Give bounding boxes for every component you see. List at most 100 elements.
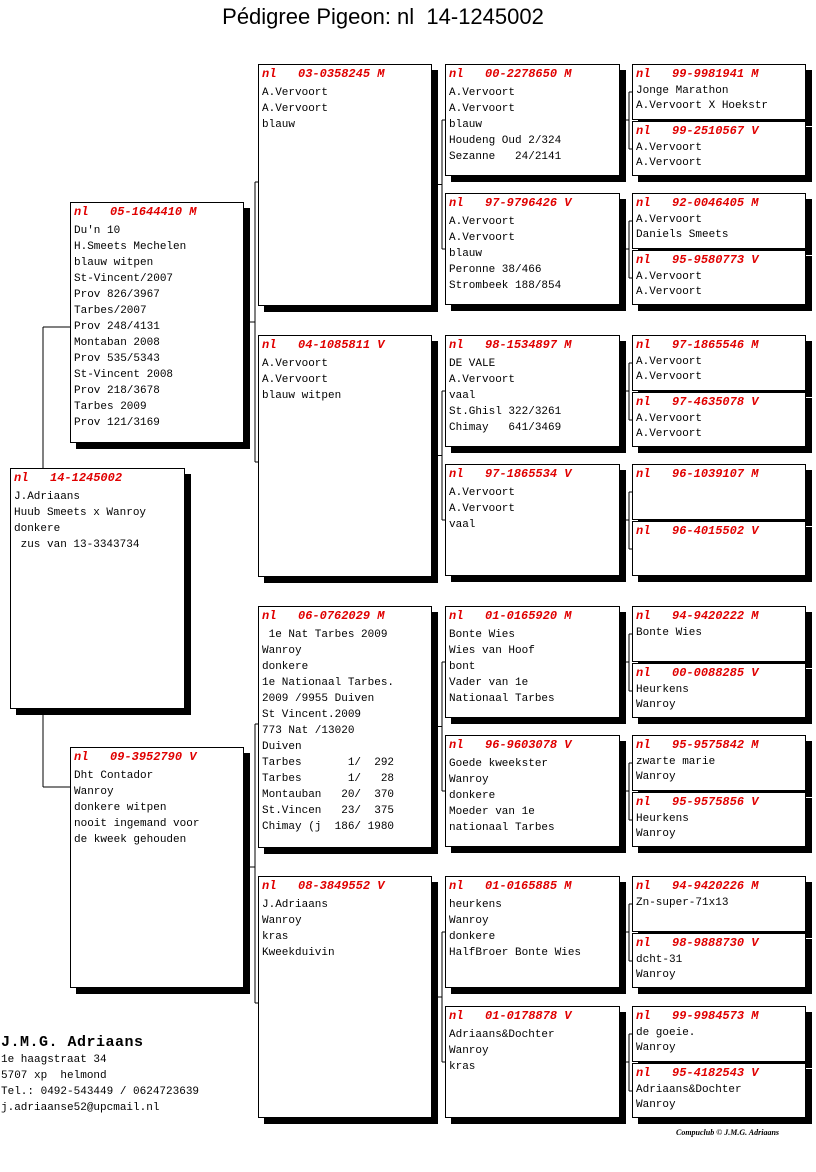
pigeon-card[interactable]: nl 99-2510567 V A.Vervoort A.Vervoort (632, 121, 806, 176)
pigeon-info-line: Houdeng Oud 2/324 (449, 135, 562, 147)
pigeon-card[interactable]: nl 01-0165920 M Bonte Wies Wies van Hoof bo… (445, 606, 620, 718)
pigeon-card[interactable]: nl 08-3849552 V J.Adriaans Wanroy kras Kweek… (258, 876, 432, 1118)
sex: V (751, 253, 759, 267)
pigeon-info-line: Kweekduivin (262, 947, 335, 959)
owner-address: 1e haagstraat 34 (1, 1054, 107, 1066)
pigeon-info-line: A.Vervoort (262, 374, 329, 386)
pigeon-card[interactable]: nl 00-2278650 M A.Vervoort A.Vervoort blauw… (445, 64, 620, 176)
pigeon-card[interactable]: nl 01-0178878 V Adriaans&Dochter Wanroy kra… (445, 1006, 620, 1118)
ring: 95-9580773 (672, 253, 745, 267)
owner-info: J.M.G. Adriaans 1e haagstraat 34 5707 xp… (1, 1034, 199, 1116)
pigeon-info-line: A.Vervoort (449, 103, 516, 115)
pigeon-card[interactable]: nl 03-0358245 M A.Vervoort A.Vervoort blauw (258, 64, 432, 306)
ring-number: nl 99-2510567 V (636, 124, 802, 139)
pigeon-info-line: heurkens (449, 899, 502, 911)
pigeon-info-line: donkere (449, 790, 496, 802)
pigeon-info-line: Montaban 2008 (74, 337, 160, 349)
pigeon-card[interactable]: nl 99-9981941 M Jonge Marathon A.Vervoort … (632, 64, 806, 120)
ring-number: nl 09-3952790 V (74, 750, 240, 765)
pigeon-card[interactable]: nl 97-4635078 V A.Vervoort A.Vervoort (632, 392, 806, 447)
ring: 96-1039107 (672, 467, 745, 481)
pigeon-info-line: Wanroy (636, 1099, 676, 1111)
pigeon-card[interactable]: nl 94-9420222 M Bonte Wies (632, 606, 806, 662)
country-code: nl (449, 467, 464, 481)
pigeon-card[interactable]: nl 05-1644410 M Du'n 10 H.Smeets Mechelen b… (70, 202, 244, 443)
pigeon-info-line: blauw (262, 119, 296, 131)
ring-number: nl 97-4635078 V (636, 395, 802, 410)
pigeon-card[interactable]: nl 95-9575856 V Heurkens Wanroy (632, 792, 806, 847)
pigeon-card[interactable]: nl 97-1865546 M A.Vervoort A.Vervoort (632, 335, 806, 391)
pigeon-info-line: A.Vervoort (636, 157, 703, 169)
pigeon-card[interactable]: nl 96-9603078 V Goede kweekster Wanroy donk… (445, 735, 620, 847)
country-code: nl (14, 471, 29, 485)
country-code: nl (262, 609, 277, 623)
pigeon-info-line: Adriaans&Dochter (636, 1084, 742, 1096)
pigeon-info-line: Daniels Smeets (636, 229, 729, 241)
pigeon-info-line: vaal (449, 390, 476, 402)
country-code: nl (636, 253, 651, 267)
pigeon-card[interactable]: nl 06-0762029 M 1e Nat Tarbes 2009 Wanroy… (258, 606, 432, 848)
pigeon-card[interactable]: nl 09-3952790 V Dht Contador Wanroy donkere… (70, 747, 244, 988)
pigeon-card[interactable]: nl 92-0046405 M A.Vervoort Daniels Smeets (632, 193, 806, 249)
sex: V (564, 467, 572, 481)
pigeon-info-line: A.Vervoort (449, 87, 516, 99)
pigeon-card[interactable]: nl 97-9796426 V A.Vervoort A.Vervoort blauw… (445, 193, 620, 305)
pigeon-info-line: A.Vervoort (449, 216, 516, 228)
pigeon-card[interactable]: nl 04-1085811 V A.Vervoort A.Vervoort blauw… (258, 335, 432, 577)
pigeon-info-line: Dht Contador (74, 770, 154, 782)
pigeon-info-line: HalfBroer Bonte Wies (449, 947, 582, 959)
pigeon-card[interactable]: nl 94-9420226 M Zn-super-71x13 (632, 876, 806, 932)
sex: V (751, 666, 759, 680)
ring-number: nl 98-9888730 V (636, 936, 802, 951)
ring-number: nl 97-1865546 M (636, 338, 802, 353)
pigeon-card[interactable]: nl 14-1245002 J.Adriaans Huub Smeets x Wa… (10, 468, 185, 709)
pigeon-card[interactable]: nl 96-1039107 M (632, 464, 806, 520)
ring: 09-3952790 (110, 750, 183, 764)
ring: 95-9575856 (672, 795, 745, 809)
country-code: nl (449, 338, 464, 352)
ring: 94-9420226 (672, 879, 745, 893)
ring: 01-0165920 (485, 609, 558, 623)
pigeon-info-line: A.Vervoort (636, 428, 703, 440)
pigeon-info-line: Prov 535/5343 (74, 353, 160, 365)
ring: 97-1865534 (485, 467, 558, 481)
ring: 96-9603078 (485, 738, 558, 752)
pigeon-card[interactable]: nl 95-9580773 V A.Vervoort A.Vervoort (632, 250, 806, 305)
owner-phone: Tel.: 0492-543449 / 0624723639 (1, 1086, 200, 1098)
pigeon-info-line: Goede kweekster (449, 758, 549, 770)
pigeon-info-line: 1e Nationaal Tarbes. (262, 677, 395, 689)
pigeon-info-line: Wanroy (449, 915, 489, 927)
sex: M (751, 879, 759, 893)
pigeon-info-line: J.Adriaans (14, 491, 81, 503)
sex: V (564, 196, 572, 210)
pigeon-card[interactable]: nl 96-4015502 V (632, 521, 806, 576)
sex: M (751, 609, 759, 623)
ring-number: nl 03-0358245 M (262, 67, 428, 82)
sex: V (751, 795, 759, 809)
pigeon-card[interactable]: nl 95-4182543 V Adriaans&Dochter Wanroy (632, 1063, 806, 1118)
ring-number: nl 04-1085811 V (262, 338, 428, 353)
pigeon-info-line: Bonte Wies (636, 627, 703, 639)
pigeon-card[interactable]: nl 00-0088285 V Heurkens Wanroy (632, 663, 806, 718)
ring: 92-0046405 (672, 196, 745, 210)
sex: V (377, 338, 385, 352)
pigeon-info-line: Huub Smeets x Wanroy (14, 507, 147, 519)
pigeon-card[interactable]: nl 97-1865534 V A.Vervoort A.Vervoort vaal (445, 464, 620, 576)
country-code: nl (636, 879, 651, 893)
owner-name: J.M.G. Adriaans (1, 1034, 144, 1051)
country-code: nl (449, 67, 464, 81)
country-code: nl (449, 1009, 464, 1023)
country-code: nl (636, 1066, 651, 1080)
country-code: nl (636, 196, 651, 210)
pigeon-card[interactable]: nl 98-1534897 M DE VALE A.Vervoort vaal St.G… (445, 335, 620, 447)
pigeon-info-line: zus van 13-3343734 (14, 539, 140, 551)
pigeon-info-line: A.Vervoort (262, 87, 329, 99)
country-code: nl (74, 750, 89, 764)
sex: V (189, 750, 197, 764)
country-code: nl (262, 338, 277, 352)
ring-number: nl 92-0046405 M (636, 196, 802, 211)
